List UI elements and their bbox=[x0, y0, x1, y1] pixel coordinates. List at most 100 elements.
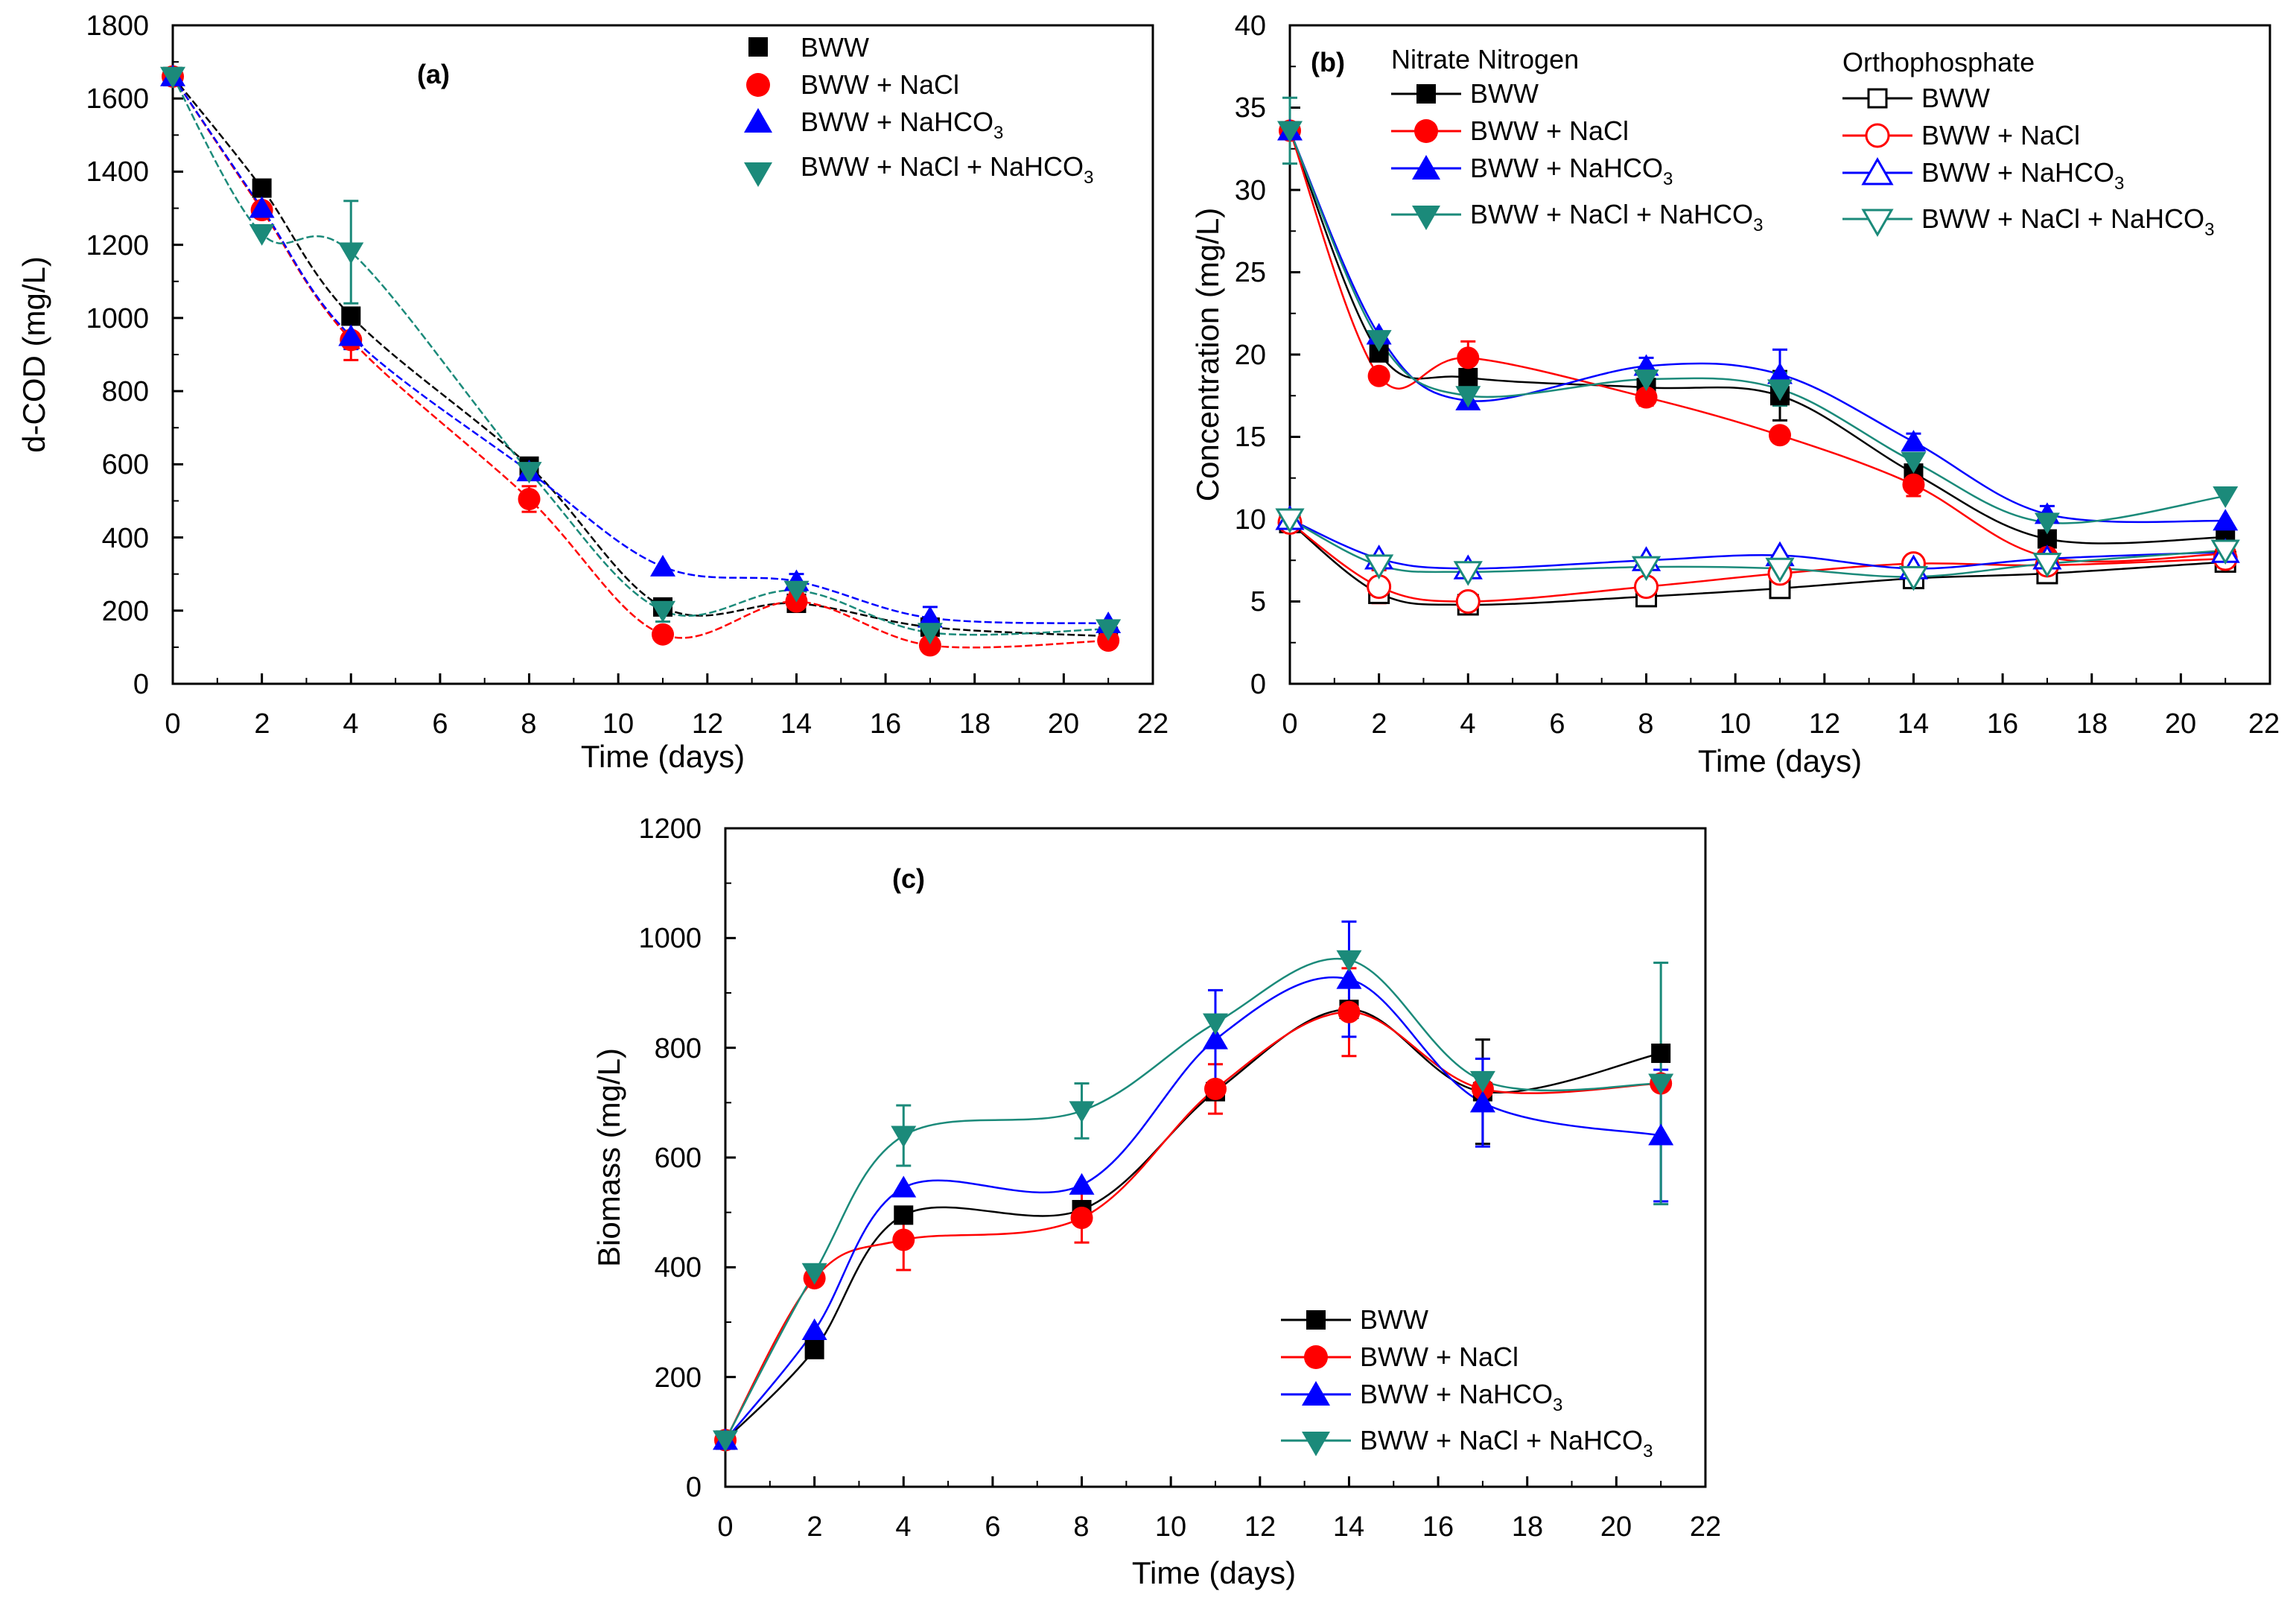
data-point bbox=[1648, 1073, 1674, 1096]
data-point bbox=[2213, 486, 2239, 509]
legend-label: BWW bbox=[801, 32, 869, 63]
panel-a-plot bbox=[160, 64, 1122, 657]
ytick-label: 1400 bbox=[86, 156, 149, 188]
data-point bbox=[1204, 1077, 1227, 1100]
data-point bbox=[518, 487, 541, 510]
data-point bbox=[1070, 1207, 1093, 1230]
data-point bbox=[1458, 367, 1478, 387]
ytick-label: 30 bbox=[1235, 175, 1266, 206]
data-point bbox=[249, 196, 275, 218]
data-point bbox=[1898, 565, 1929, 591]
panel-b-xticks: 0 2 4 6 8 10 12 14 16 18 20 22 bbox=[1282, 708, 2280, 740]
panel-a-label: (a) bbox=[417, 59, 450, 89]
xtick-label: 14 bbox=[780, 708, 812, 740]
ytick-label: 800 bbox=[102, 376, 149, 407]
xtick-label: 14 bbox=[1333, 1511, 1364, 1543]
ytick-label: 40 bbox=[1235, 10, 1266, 42]
xtick-label: 2 bbox=[1371, 708, 1387, 740]
legend-label: BWW + NaCl bbox=[1470, 115, 1629, 146]
ytick-label: 1200 bbox=[638, 813, 702, 845]
panel-b-tick-marks bbox=[1288, 24, 2271, 685]
legend-label: BWW + NaHCO3 bbox=[1921, 157, 2124, 194]
data-point bbox=[652, 623, 674, 646]
xtick-label: 20 bbox=[1600, 1511, 1632, 1543]
legend-marker-bww bbox=[1416, 84, 1436, 104]
panel-a-yticks: 0 200 400 600 800 1000 1200 1400 1600 18… bbox=[86, 10, 149, 700]
data-point bbox=[160, 66, 185, 89]
ytick-label: 0 bbox=[1250, 669, 1266, 700]
data-point bbox=[1275, 508, 1305, 533]
data-point bbox=[1069, 1101, 1095, 1123]
legend-label: BWW + NaCl + NaHCO3 bbox=[801, 151, 1093, 188]
data-point bbox=[1069, 1172, 1095, 1195]
xtick-label: 22 bbox=[1690, 1511, 1721, 1543]
xtick-label: 16 bbox=[1987, 708, 2018, 740]
data-point bbox=[892, 1228, 915, 1251]
xtick-label: 22 bbox=[1137, 708, 1168, 740]
series-line bbox=[171, 76, 1109, 625]
data-point bbox=[1336, 950, 1362, 972]
xtick-label: 8 bbox=[521, 708, 536, 740]
panel-a: (a) Time (days) d-COD (mg/L) 0 2 4 6 8 1… bbox=[16, 10, 1168, 774]
panel-a-xticks: 0 2 4 6 8 10 12 14 16 18 20 22 bbox=[165, 708, 1168, 740]
xtick-label: 2 bbox=[807, 1511, 822, 1543]
legend-label: BWW bbox=[1921, 83, 1990, 113]
data-point bbox=[1902, 473, 1925, 496]
data-point bbox=[891, 1125, 917, 1148]
legend-label-main: BWW + NaHCO bbox=[1470, 153, 1663, 183]
series-line bbox=[724, 957, 1661, 1441]
legend-label-sub: 3 bbox=[1643, 1441, 1653, 1461]
legend-marker-bww-open bbox=[1867, 88, 1888, 109]
data-point bbox=[1469, 1090, 1495, 1113]
panel-b-yticks: 0 5 10 15 20 25 30 35 40 bbox=[1235, 10, 1266, 700]
xtick-label: 18 bbox=[959, 708, 990, 740]
ytick-label: 0 bbox=[686, 1472, 702, 1503]
panel-c-xlabel: Time (days) bbox=[1132, 1555, 1296, 1590]
series-line bbox=[1288, 130, 2226, 524]
series-line bbox=[1288, 130, 2226, 524]
ytick-label: 1000 bbox=[638, 923, 702, 954]
xtick-label: 18 bbox=[2076, 708, 2108, 740]
xtick-label: 4 bbox=[343, 708, 358, 740]
data-point bbox=[2210, 539, 2240, 565]
legend-marker-both bbox=[1412, 206, 1440, 230]
ytick-label: 200 bbox=[102, 596, 149, 627]
legend-marker-both-open bbox=[1861, 209, 1894, 238]
legend-label-sub: 3 bbox=[2204, 220, 2214, 240]
data-point bbox=[1364, 554, 1394, 580]
series-line bbox=[724, 1011, 1661, 1441]
legend-label-sub: 3 bbox=[2114, 174, 2124, 194]
panel-c-tick-marks bbox=[724, 827, 1707, 1488]
data-point bbox=[252, 178, 272, 198]
ytick-label: 200 bbox=[655, 1362, 702, 1394]
ytick-label: 5 bbox=[1250, 586, 1266, 617]
legend-group-title: Orthophosphate bbox=[1842, 47, 2035, 77]
panel-c-plot bbox=[713, 920, 1674, 1452]
data-point bbox=[650, 554, 675, 577]
panel-c: (c) Time (days) Biomass (mg/L) 0 2 4 6 8… bbox=[591, 813, 1721, 1590]
legend-label-sub: 3 bbox=[1663, 169, 1673, 189]
xtick-label: 0 bbox=[165, 708, 180, 740]
data-point bbox=[783, 580, 810, 603]
xtick-label: 12 bbox=[1809, 708, 1840, 740]
panel-b-ylabel: Concentration (mg/L) bbox=[1190, 208, 1225, 502]
data-point bbox=[1203, 1027, 1228, 1050]
xtick-label: 22 bbox=[2248, 708, 2280, 740]
ytick-label: 1000 bbox=[86, 303, 149, 334]
data-point bbox=[1203, 1013, 1228, 1035]
legend-marker-nahco3 bbox=[1412, 155, 1440, 180]
data-point bbox=[1336, 967, 1362, 989]
xtick-label: 16 bbox=[870, 708, 901, 740]
xtick-label: 20 bbox=[1048, 708, 1079, 740]
data-point bbox=[1455, 589, 1481, 614]
ytick-label: 10 bbox=[1235, 504, 1266, 536]
data-point bbox=[1901, 451, 1927, 474]
panel-b-legend: Nitrate Nitrogen Orthophosphate BWW BWW … bbox=[1391, 44, 2214, 240]
ytick-label: 15 bbox=[1235, 422, 1266, 453]
panel-c-frame bbox=[724, 827, 1707, 1488]
data-point bbox=[1767, 362, 1793, 384]
data-point bbox=[1095, 619, 1122, 641]
panel-c-ylabel: Biomass (mg/L) bbox=[591, 1048, 626, 1267]
legend-marker-nacl bbox=[1414, 119, 1438, 143]
ytick-label: 1600 bbox=[86, 83, 149, 115]
